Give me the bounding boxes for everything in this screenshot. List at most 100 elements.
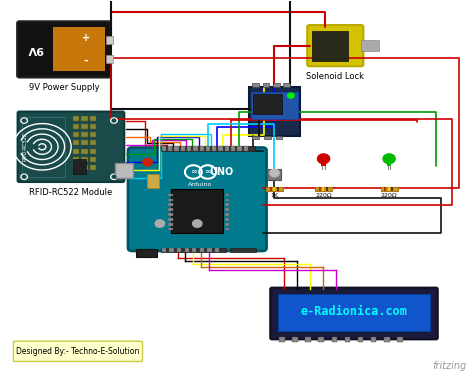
Text: RFID-RC522: RFID-RC522 [23,132,27,161]
FancyBboxPatch shape [305,337,311,341]
FancyBboxPatch shape [215,248,219,252]
Text: Designed By:- Techno-E-Solution: Designed By:- Techno-E-Solution [16,347,140,356]
FancyBboxPatch shape [237,146,242,150]
FancyBboxPatch shape [73,132,79,137]
Text: 220Ω: 220Ω [315,193,332,198]
FancyBboxPatch shape [161,248,226,252]
FancyBboxPatch shape [225,194,229,196]
FancyBboxPatch shape [384,187,386,191]
FancyBboxPatch shape [322,187,324,191]
FancyBboxPatch shape [193,146,198,150]
FancyBboxPatch shape [177,248,181,252]
FancyBboxPatch shape [225,223,229,226]
FancyBboxPatch shape [128,147,266,251]
FancyBboxPatch shape [307,25,364,66]
FancyBboxPatch shape [90,165,96,170]
Circle shape [22,175,26,178]
FancyBboxPatch shape [361,40,379,51]
Circle shape [155,220,164,227]
FancyBboxPatch shape [168,194,173,196]
FancyBboxPatch shape [73,157,79,162]
FancyBboxPatch shape [384,337,390,341]
FancyBboxPatch shape [17,21,111,77]
Text: 1K: 1K [271,193,278,198]
Circle shape [22,119,26,122]
FancyBboxPatch shape [168,146,173,150]
FancyBboxPatch shape [253,136,259,139]
FancyBboxPatch shape [270,288,438,340]
Text: 9V: 9V [27,44,44,55]
FancyBboxPatch shape [225,218,229,221]
FancyBboxPatch shape [200,248,204,252]
FancyBboxPatch shape [147,174,159,188]
FancyBboxPatch shape [249,87,300,136]
FancyBboxPatch shape [170,248,173,252]
Text: fritzing: fritzing [432,361,466,371]
FancyBboxPatch shape [90,132,96,137]
FancyBboxPatch shape [208,248,212,252]
FancyBboxPatch shape [251,92,298,118]
FancyBboxPatch shape [387,158,392,166]
FancyBboxPatch shape [73,124,79,129]
FancyBboxPatch shape [388,187,390,191]
Circle shape [111,118,117,123]
FancyBboxPatch shape [90,124,96,129]
Circle shape [143,158,152,166]
Text: +: + [82,33,90,43]
FancyBboxPatch shape [276,136,283,139]
FancyBboxPatch shape [73,149,79,153]
Text: Arduino: Arduino [188,182,212,187]
FancyBboxPatch shape [254,94,282,114]
FancyBboxPatch shape [371,337,376,341]
FancyBboxPatch shape [73,116,79,121]
FancyBboxPatch shape [82,157,88,162]
FancyBboxPatch shape [168,223,173,226]
FancyBboxPatch shape [162,248,166,252]
FancyBboxPatch shape [82,165,88,170]
Circle shape [270,169,279,177]
FancyBboxPatch shape [230,248,256,252]
FancyBboxPatch shape [273,187,275,191]
FancyBboxPatch shape [397,337,402,341]
FancyBboxPatch shape [331,337,337,341]
Circle shape [288,93,294,98]
FancyBboxPatch shape [270,187,272,191]
Text: ∞: ∞ [190,167,197,176]
FancyBboxPatch shape [212,146,217,150]
FancyBboxPatch shape [206,146,210,150]
FancyBboxPatch shape [18,112,124,182]
FancyBboxPatch shape [181,146,185,150]
FancyBboxPatch shape [73,140,79,145]
FancyBboxPatch shape [279,337,285,341]
FancyBboxPatch shape [162,146,166,150]
FancyBboxPatch shape [82,116,88,121]
Circle shape [383,154,395,164]
FancyBboxPatch shape [168,228,173,230]
FancyBboxPatch shape [168,213,173,216]
FancyBboxPatch shape [161,146,255,150]
FancyBboxPatch shape [82,149,88,153]
Circle shape [111,174,117,179]
FancyBboxPatch shape [273,83,280,87]
FancyBboxPatch shape [115,163,133,178]
FancyBboxPatch shape [392,187,393,191]
FancyBboxPatch shape [321,158,326,166]
FancyBboxPatch shape [106,36,113,44]
FancyBboxPatch shape [277,187,279,191]
FancyBboxPatch shape [22,117,65,177]
FancyBboxPatch shape [168,208,173,211]
FancyBboxPatch shape [200,146,204,150]
FancyBboxPatch shape [185,248,189,252]
Text: Solenoid Lock: Solenoid Lock [306,72,365,81]
Circle shape [192,220,202,227]
FancyBboxPatch shape [90,140,96,145]
Text: -: - [84,56,89,66]
FancyBboxPatch shape [168,199,173,201]
FancyBboxPatch shape [253,83,259,87]
FancyBboxPatch shape [137,249,157,257]
FancyBboxPatch shape [106,55,113,62]
FancyBboxPatch shape [358,337,364,341]
Text: ∞: ∞ [204,167,211,176]
FancyBboxPatch shape [267,168,282,180]
FancyBboxPatch shape [73,159,86,174]
